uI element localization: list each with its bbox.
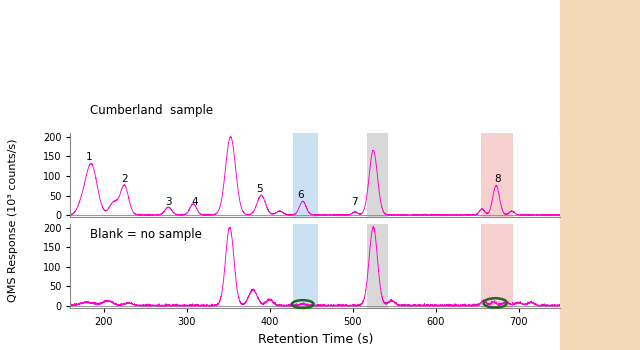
Text: 1: 1 bbox=[86, 152, 93, 162]
Text: QMS Response (10³ counts/s): QMS Response (10³ counts/s) bbox=[8, 139, 18, 302]
Text: 3: 3 bbox=[165, 197, 172, 206]
Bar bbox=[481, 224, 513, 308]
Text: Cumberland  sample: Cumberland sample bbox=[90, 104, 213, 117]
Bar bbox=[367, 133, 388, 217]
Bar bbox=[292, 133, 317, 217]
Text: Blank = no sample: Blank = no sample bbox=[90, 228, 202, 241]
Bar bbox=[292, 224, 317, 308]
Text: 7: 7 bbox=[351, 197, 358, 206]
Text: 4: 4 bbox=[191, 197, 198, 206]
Bar bbox=[481, 133, 513, 217]
Text: 6: 6 bbox=[297, 190, 303, 200]
X-axis label: Retention Time (s): Retention Time (s) bbox=[257, 332, 373, 345]
Text: 2: 2 bbox=[121, 174, 127, 184]
Text: 8: 8 bbox=[495, 174, 501, 184]
Bar bbox=[367, 224, 388, 308]
Text: 5: 5 bbox=[256, 184, 263, 194]
